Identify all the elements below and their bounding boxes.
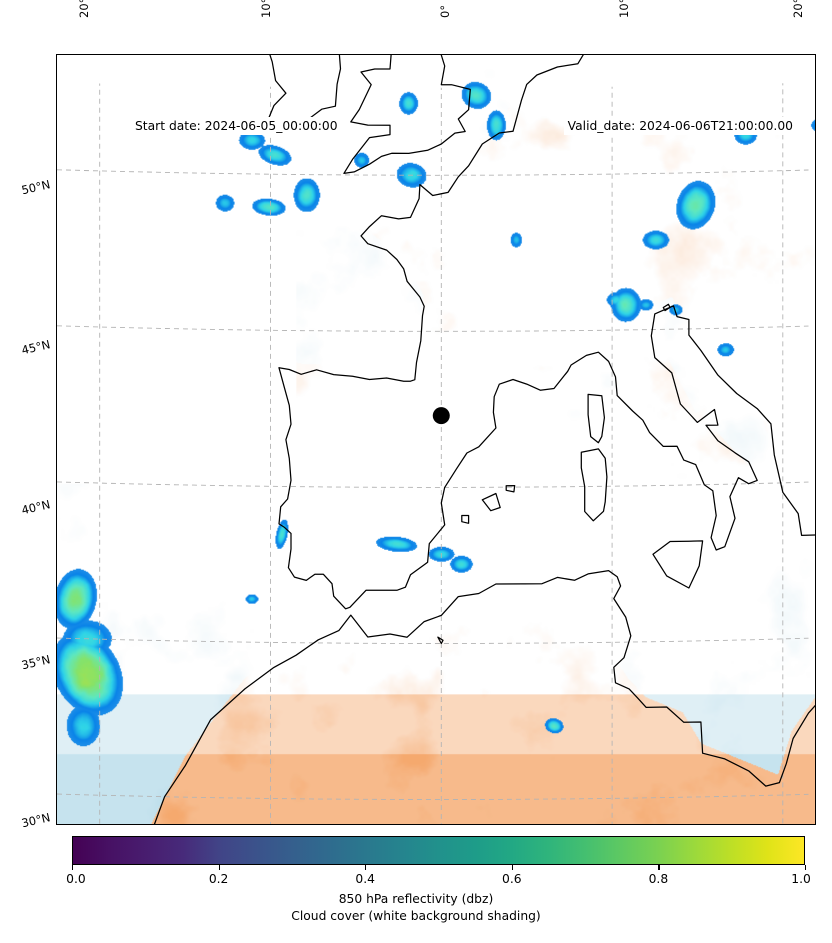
gridline-parallel bbox=[57, 481, 809, 488]
graticule-gridlines bbox=[57, 83, 809, 824]
colorbar-tick-label: 0.2 bbox=[208, 872, 229, 886]
station-marker bbox=[432, 407, 450, 425]
coastline-path bbox=[652, 540, 704, 589]
coastline-paths bbox=[153, 55, 815, 824]
coastline-path bbox=[505, 484, 516, 493]
colorbar-tick-label: 1.0 bbox=[791, 872, 811, 886]
lon-tick-label: 20°W bbox=[77, 0, 91, 18]
lon-tick-label: 10°E bbox=[617, 0, 631, 18]
gridline-parallel bbox=[57, 169, 809, 176]
colorbar-tick-label: 0.4 bbox=[355, 872, 375, 886]
colorbar-title-line1: 850 hPa reflectivity (dbz) bbox=[338, 892, 494, 906]
lat-tick-label: 45°N bbox=[20, 337, 52, 358]
gridline-parallel bbox=[57, 793, 809, 800]
coastline-path bbox=[481, 492, 501, 512]
map-plot-area[interactable]: Start date: 2024-06-05_00:00:00 Valid_da… bbox=[56, 54, 816, 825]
coastline-path bbox=[343, 55, 471, 175]
colorbar[interactable]: 0.0 0.2 0.4 0.6 0.8 1.0 bbox=[66, 836, 811, 886]
colorbar-tick-label: 0.8 bbox=[648, 872, 669, 886]
lat-tick-label: 35°N bbox=[20, 652, 52, 673]
coastline-path bbox=[662, 303, 671, 312]
coastline-path bbox=[580, 448, 608, 522]
coastline-path bbox=[153, 569, 815, 824]
colorbar-gradient bbox=[72, 836, 805, 865]
gridline-parallel bbox=[57, 325, 809, 332]
gridline-parallel bbox=[57, 637, 809, 644]
coastline-path bbox=[587, 393, 606, 444]
colorbar-tick-label: 0.0 bbox=[66, 872, 86, 886]
colorbar-tick-mark bbox=[72, 865, 74, 870]
valid-date-annotation: Valid_date: 2024-06-06T21:00:00.00 bbox=[563, 117, 797, 136]
lat-tick-label: 30°N bbox=[20, 810, 52, 831]
map-vector-overlay bbox=[57, 55, 815, 824]
colorbar-tick-label: 0.6 bbox=[502, 872, 522, 886]
coastline-path bbox=[437, 636, 444, 645]
lat-tick-label: 50°N bbox=[20, 177, 52, 198]
lat-tick-label: 40°N bbox=[20, 497, 52, 518]
colorbar-title: 850 hPa reflectivity (dbz) Cloud cover (… bbox=[0, 891, 832, 924]
colorbar-tick-mark bbox=[365, 865, 367, 870]
map-field-canvas bbox=[57, 55, 815, 824]
colorbar-tick-mark bbox=[218, 865, 220, 870]
lon-tick-label: 20°E bbox=[791, 0, 805, 18]
colorbar-tick-mark bbox=[658, 865, 660, 870]
lon-tick-label: 0° bbox=[438, 4, 452, 18]
lon-tick-label: 10°W bbox=[259, 0, 273, 18]
coastline-path bbox=[461, 514, 470, 524]
colorbar-tick-mark bbox=[511, 865, 514, 870]
colorbar-tick-mark bbox=[805, 865, 807, 870]
colorbar-title-line2: Cloud cover (white background shading) bbox=[291, 908, 541, 923]
start-date-annotation: Start date: 2024-06-05_00:00:00 bbox=[131, 117, 342, 136]
coastline-path bbox=[268, 55, 342, 129]
coastline-path bbox=[278, 55, 584, 382]
coastline-path bbox=[278, 305, 815, 610]
